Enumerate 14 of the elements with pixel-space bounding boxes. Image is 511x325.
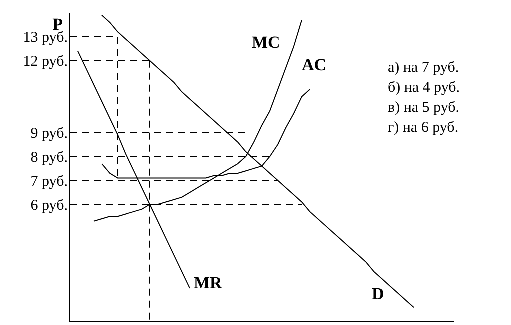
annotation: в) на 5 руб. <box>388 100 460 116</box>
y-tick-label: 13 руб. <box>23 30 68 46</box>
annotation: б) на 4 руб. <box>388 80 460 96</box>
annotation: а) на 7 руб. <box>388 60 460 76</box>
y-tick-label: 8 руб. <box>30 150 68 166</box>
annotation: г) на 6 руб. <box>388 120 459 136</box>
y-tick-label: 6 руб. <box>30 198 68 214</box>
y-tick-label: 7 руб. <box>30 174 68 190</box>
series-label: D <box>372 284 384 304</box>
y-tick-label: 9 руб. <box>30 126 68 142</box>
series-label: MR <box>194 273 224 292</box>
y-tick-label: 12 руб. <box>23 54 68 70</box>
series-label: MC <box>252 33 280 52</box>
series-label: AC <box>302 56 327 75</box>
